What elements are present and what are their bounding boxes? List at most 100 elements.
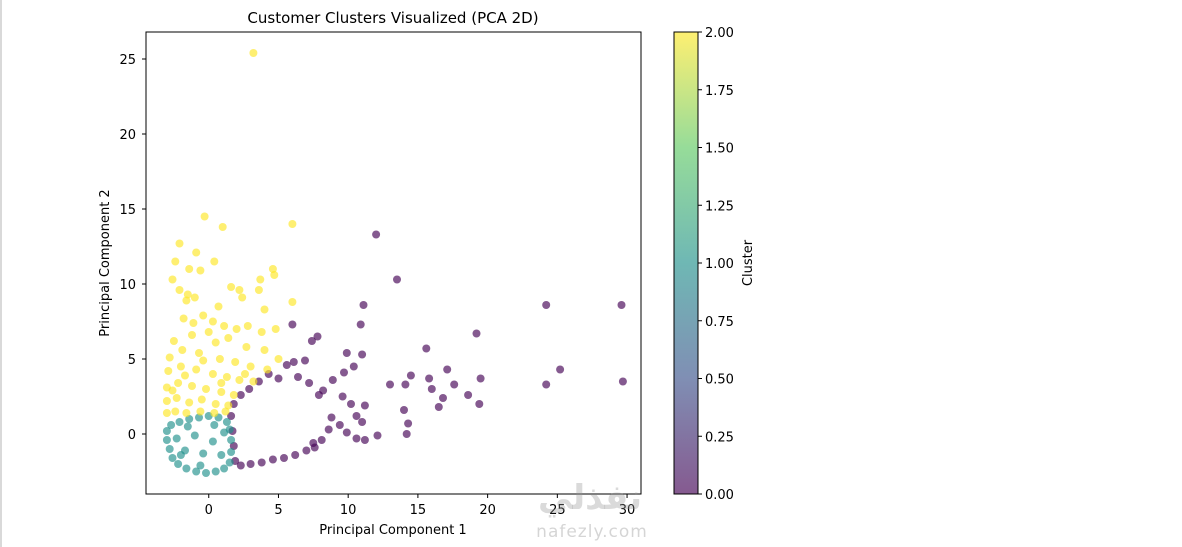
cluster-2-point <box>176 362 185 371</box>
cluster-0-point <box>425 374 434 383</box>
cluster-0-point <box>393 275 401 284</box>
cluster-0-point <box>342 349 351 357</box>
colorbar-tick-label: 0.75 <box>705 315 734 330</box>
cluster-2-point <box>218 223 227 231</box>
cluster-2-point <box>182 409 191 417</box>
cluster-0-point <box>288 320 297 329</box>
x-tick-label: 5 <box>274 503 282 518</box>
y-tick-label: 5 <box>128 353 136 368</box>
colorbar-ticks: 0.00 0.25 0.50 0.75 1.00 1.25 1.50 1.75 2.00 <box>698 26 734 503</box>
colorbar-tick-label: 2.00 <box>705 26 734 41</box>
cluster-2-point <box>288 220 297 228</box>
cluster-0-point <box>291 451 300 459</box>
x-tick-label: 20 <box>479 503 496 518</box>
y-tick-label: 15 <box>119 203 136 218</box>
cluster-0-point <box>236 391 245 399</box>
cluster-0-point <box>475 400 484 408</box>
cluster-0-point <box>358 350 367 359</box>
cluster-0-point <box>356 320 365 329</box>
cluster-2-point <box>222 373 231 381</box>
cluster-0-point <box>427 385 436 393</box>
colorbar-label: Cluster <box>741 239 756 286</box>
cluster-2-point <box>210 409 219 417</box>
cluster-0-point <box>317 436 326 444</box>
cluster-0-point <box>310 443 319 452</box>
cluster-1-point <box>208 437 217 446</box>
cluster-1-point <box>211 467 220 476</box>
x-tick-label: 0 <box>205 503 213 518</box>
cluster-0-point <box>274 374 283 383</box>
colorbar-tick-label: 0.50 <box>705 373 734 388</box>
cluster-0-point <box>324 425 333 434</box>
cluster-2-point <box>190 293 199 302</box>
cluster-0-point <box>340 368 348 377</box>
cluster-1-point <box>227 448 236 456</box>
x-tick-label: 10 <box>340 503 357 518</box>
cluster-0-point <box>434 403 443 411</box>
cluster-0-point <box>360 401 369 410</box>
cluster-2-point <box>242 343 251 351</box>
cluster-0-point <box>439 394 447 402</box>
cluster-2-point <box>175 239 184 248</box>
cluster-1-point <box>167 421 176 429</box>
cluster-1-point <box>202 469 210 477</box>
cluster-2-point <box>164 367 173 375</box>
cluster-2-point <box>260 305 269 314</box>
colorbar-tick-label: 0.00 <box>705 488 734 503</box>
cluster-0-point <box>246 460 255 468</box>
cluster-2-point <box>183 290 192 299</box>
cluster-2-point <box>274 355 283 363</box>
colorbar <box>674 32 698 494</box>
cluster-0-point <box>386 380 394 389</box>
cluster-1-point <box>162 436 171 444</box>
plot-frame <box>145 31 642 495</box>
cluster-0-point <box>245 385 254 393</box>
cluster-0-point <box>402 430 411 438</box>
cluster-1-point <box>196 461 205 470</box>
cluster-0-point <box>342 428 351 437</box>
cluster-0-point <box>328 376 337 384</box>
cluster-2-point <box>235 376 244 384</box>
cluster-0-point <box>450 380 459 389</box>
cluster-0-point <box>476 374 485 383</box>
cluster-1-point <box>225 458 234 467</box>
cluster-0-point <box>338 392 347 401</box>
cluster-2-point <box>202 385 210 393</box>
cluster-1-point <box>176 451 185 459</box>
cluster-2-point <box>229 391 238 399</box>
cluster-0-point <box>542 301 551 309</box>
cluster-2-point <box>215 355 224 363</box>
y-axis-label: Principal Component 2 <box>98 189 113 336</box>
y-tick-label: 20 <box>119 128 136 143</box>
cluster-0-point <box>236 461 245 470</box>
cluster-2-point <box>235 286 244 294</box>
cluster-2-point <box>208 317 217 326</box>
cluster-0-point <box>335 421 344 429</box>
x-tick-label: 15 <box>410 503 427 518</box>
cluster-2-point <box>168 275 177 284</box>
cluster-2-point <box>246 362 255 371</box>
cluster-2-point <box>208 370 217 378</box>
cluster-2-point <box>249 49 258 57</box>
cluster-2-point <box>189 319 198 327</box>
cluster-2-point <box>185 398 194 407</box>
colorbar-tick-label: 1.25 <box>705 199 734 214</box>
x-tick-label: 25 <box>549 503 566 518</box>
cluster-2-point <box>168 386 177 395</box>
cluster-2-point <box>171 407 180 416</box>
colorbar-tick-label: 1.00 <box>705 257 734 272</box>
cluster-2-point <box>178 346 187 354</box>
cluster-1-point <box>174 460 183 468</box>
cluster-0-point <box>401 380 410 389</box>
cluster-2-point <box>232 325 241 333</box>
cluster-2-point <box>211 400 220 408</box>
cluster-0-point <box>305 379 314 387</box>
x-tick-label: 30 <box>619 503 636 518</box>
x-axis-label: Principal Component 1 <box>319 523 466 538</box>
cluster-2-point <box>199 311 208 320</box>
cluster-2-point <box>217 379 226 387</box>
cluster-0-point <box>359 301 368 309</box>
cluster-2-point <box>217 388 226 396</box>
cluster-1-point <box>185 415 194 423</box>
cluster-2-point <box>162 397 171 405</box>
